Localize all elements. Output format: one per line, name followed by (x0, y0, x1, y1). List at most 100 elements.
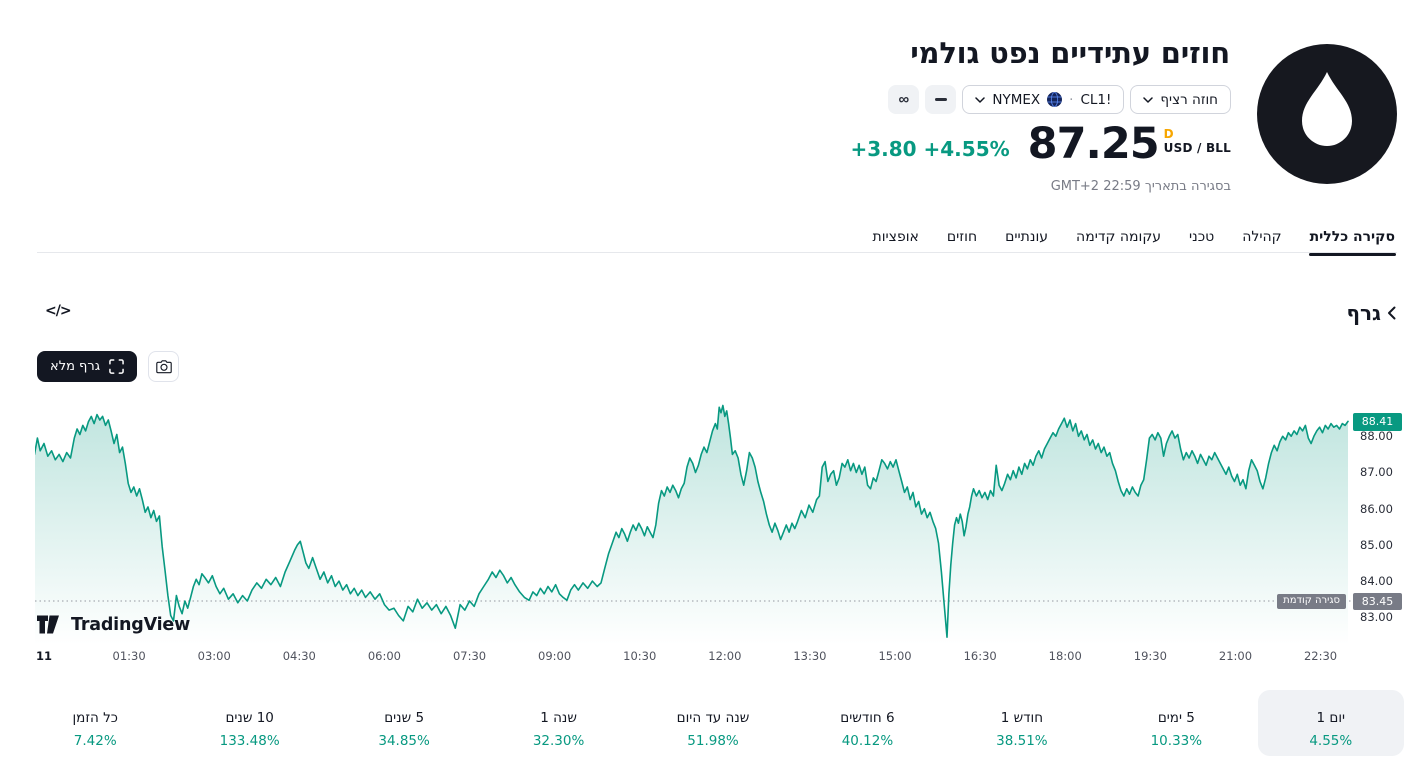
contract-selector-label: חוזה רציף (1160, 91, 1218, 108)
time-tick: 15:00 (878, 649, 912, 663)
price-unit-column: D USD / BLL (1164, 122, 1231, 155)
range-label: 10 שנים (225, 709, 274, 726)
time-tick: 11 (35, 649, 52, 663)
fullscreen-icon (109, 359, 124, 374)
range-button-0[interactable]: יום 1 4.55% (1257, 690, 1404, 756)
separator-dot: · (1069, 91, 1074, 108)
symbol-selector[interactable]: NYMEX · CL1! (962, 85, 1125, 114)
range-label: 5 ימים (1157, 709, 1195, 726)
tab-0[interactable]: סקירה כללית (1308, 227, 1397, 256)
symbol-label: CL1! (1080, 91, 1112, 108)
time-tick: 22:30 (1303, 649, 1338, 663)
tab-6[interactable]: אופציות (872, 229, 919, 245)
range-selector: יום 1 4.55% 5 ימים 10.33% חודש 1 38.51% 6 חודש… (22, 690, 1404, 756)
price-area-chart (35, 404, 1355, 645)
range-label: שנה 1 (540, 709, 577, 726)
infinity-icon: ∞ (898, 91, 910, 108)
price-tick: 83.00 (1360, 610, 1393, 625)
price-scale[interactable]: 88.41 83.45 88.00 87.00 86.00 85.00 84.00 83.… (1353, 393, 1418, 645)
embed-code-button[interactable]: </> (45, 303, 72, 319)
previous-close-badge: 83.45 (1353, 593, 1402, 611)
time-tick: 18:00 (1048, 649, 1082, 663)
range-percent: 10.33% (1150, 732, 1203, 749)
closing-note: בסגירה בתאריך 22:59 GMT+2 (1050, 179, 1231, 194)
last-price-badge: 88.41 (1353, 413, 1402, 431)
tradingview-brand-text: TradingView (71, 614, 191, 635)
oil-drop-icon (1257, 44, 1397, 184)
tradingview-logo-icon (37, 615, 59, 634)
chevron-down-icon (975, 96, 986, 103)
price-line (35, 404, 1349, 638)
price-tick: 86.00 (1360, 501, 1393, 516)
full-chart-label: גרף מלא (50, 359, 101, 374)
range-button-7[interactable]: 10 שנים 133.48% (176, 690, 322, 756)
time-tick: 12:00 (708, 649, 742, 663)
tab-3[interactable]: עקומה קדימה (1076, 229, 1162, 245)
price-change: +3.80 +4.55% (850, 137, 1010, 162)
time-tick: 19:30 (1133, 649, 1167, 663)
area-fill (35, 405, 1348, 645)
chevron-left-icon (1388, 306, 1396, 320)
price-unit: USD / BLL (1163, 141, 1231, 156)
tab-2[interactable]: טכני (1189, 229, 1215, 245)
minimize-button[interactable] (925, 85, 957, 114)
last-price: 87.25 (1027, 119, 1160, 169)
symbol-logo-oil-drop-icon (1257, 44, 1397, 184)
contract-selector[interactable]: חוזה רציף (1130, 85, 1231, 114)
range-button-6[interactable]: 5 שנים 34.85% (331, 690, 477, 756)
time-tick: 16:30 (963, 649, 997, 663)
camera-icon (155, 359, 172, 373)
chart-section-title: גרף (1346, 301, 1381, 325)
time-tick: 04:30 (282, 649, 316, 663)
full-chart-button[interactable]: גרף מלא (37, 351, 138, 382)
price-tick: 85.00 (1360, 537, 1393, 552)
time-tick: 13:30 (793, 649, 827, 663)
price-chart[interactable]: סגירה קודמת (35, 393, 1355, 645)
time-tick: 21:00 (1218, 649, 1253, 663)
minus-icon (934, 97, 947, 102)
overview-tabs: סקירה כללית קהילה טכני עקומה קדימה עונתיים חו… (37, 227, 1397, 256)
tradingview-attribution[interactable]: TradingView (37, 614, 190, 635)
range-button-8[interactable]: כל הזמן 7.42% (22, 690, 168, 756)
range-label: יום 1 (1316, 709, 1346, 726)
exchange-globe-icon (1047, 92, 1063, 107)
snapshot-button[interactable] (148, 351, 179, 382)
range-label: שנה עד היום (676, 709, 750, 726)
range-percent: 7.42% (73, 732, 117, 749)
chart-section-link[interactable]: גרף (1347, 301, 1396, 325)
range-label: 6 חודשים (840, 709, 895, 726)
range-button-1[interactable]: 5 ימים 10.33% (1103, 690, 1249, 756)
time-scale[interactable]: 11 01:30 03:00 04:30 06:00 07:30 09:00 10:30 12:… (35, 649, 1355, 665)
tab-5[interactable]: חוזים (946, 229, 978, 245)
market-status-flag: D (1163, 127, 1174, 141)
time-tick: 06:00 (367, 649, 401, 663)
range-label: כל הזמן (72, 709, 118, 726)
range-percent: 32.30% (532, 732, 585, 749)
range-percent: 40.12% (841, 732, 894, 749)
tab-1[interactable]: קהילה (1242, 229, 1282, 245)
tabs-divider (37, 252, 1397, 253)
time-tick: 03:00 (197, 649, 231, 663)
range-button-2[interactable]: חודש 1 38.51% (949, 690, 1095, 756)
price-tick: 84.00 (1360, 574, 1393, 589)
range-percent: 51.98% (687, 732, 739, 749)
price-cluster: 87.25 D USD / BLL (1027, 119, 1231, 169)
page-title: חוזים עתידיים נפט גולמי (910, 36, 1230, 70)
previous-close-label: סגירה קודמת (1277, 594, 1346, 609)
exchange-label: NYMEX (992, 91, 1041, 108)
range-button-3[interactable]: 6 חודשים 40.12% (794, 690, 940, 756)
range-percent: 133.48% (219, 732, 280, 749)
range-button-5[interactable]: שנה 1 32.30% (485, 690, 631, 756)
range-percent: 34.85% (378, 732, 430, 749)
range-label: חודש 1 (1000, 709, 1044, 726)
range-label: 5 שנים (384, 709, 425, 726)
range-percent: 4.55% (1309, 732, 1353, 749)
time-tick: 07:30 (452, 649, 487, 663)
time-tick: 01:30 (112, 649, 146, 663)
range-percent: 38.51% (996, 732, 1048, 749)
streaming-button[interactable]: ∞ (888, 85, 920, 114)
tab-4[interactable]: עונתיים (1005, 229, 1049, 245)
range-button-4[interactable]: שנה עד היום 51.98% (640, 690, 786, 756)
time-tick: 10:30 (623, 649, 657, 663)
